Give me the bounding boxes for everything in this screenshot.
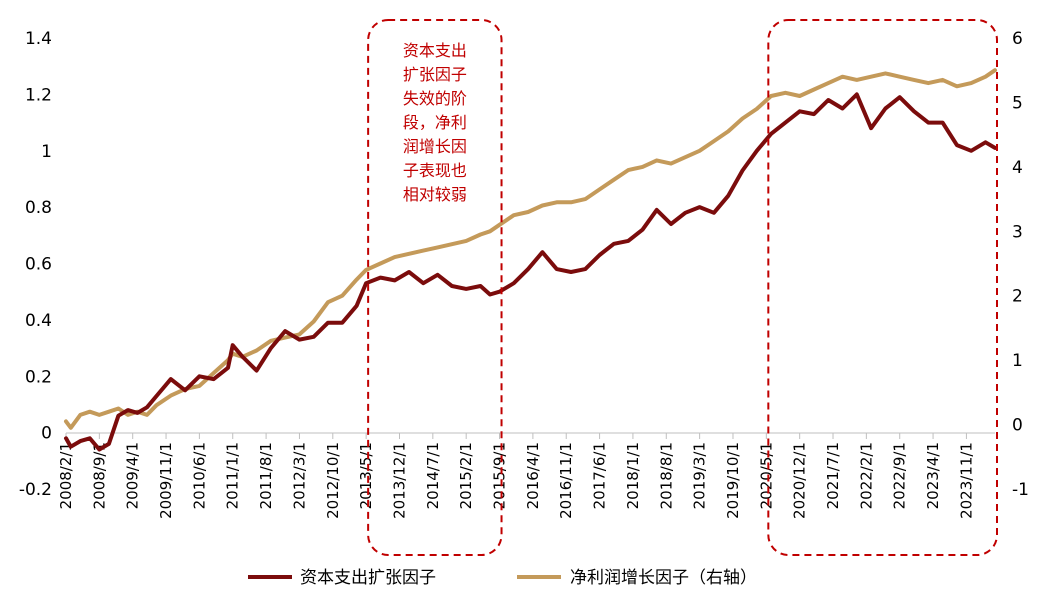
left-tick-label: 1.4: [25, 29, 52, 49]
annotation-text-line: 段，净利: [403, 113, 467, 132]
x-tick-label: 2012/10/1: [324, 442, 342, 519]
x-tick-label: 2009/11/1: [157, 442, 175, 519]
highlight-box-1: [367, 19, 503, 556]
left-tick-label: 0.4: [25, 311, 52, 331]
right-tick-label: 2: [1012, 287, 1023, 307]
x-tick-label: 2014/7/1: [424, 442, 442, 509]
annotation-text-line: 相对较弱: [403, 185, 467, 204]
series-layer: [64, 68, 997, 452]
x-tick-label: 2018/8/1: [657, 442, 675, 509]
x-tick-label: 2016/11/1: [557, 442, 575, 519]
right-tick-label: -1: [1012, 480, 1029, 500]
x-tick-label: 2012/3/1: [290, 442, 308, 509]
x-tick-label: 2010/6/1: [190, 442, 208, 509]
right-tick-label: 6: [1012, 29, 1023, 49]
right-tick-label: 4: [1012, 158, 1023, 178]
x-tick-label: 2019/10/1: [724, 442, 742, 519]
right-tick-label: 1: [1012, 351, 1023, 371]
x-tick-label: 2013/12/1: [390, 442, 408, 519]
series-line-net-profit-growth: [64, 68, 997, 430]
x-tick-label: 2008/2/1: [57, 442, 75, 509]
right-tick-label: 3: [1012, 222, 1023, 242]
x-tick-label: 2018/1/1: [624, 442, 642, 509]
x-tick-label: 2011/8/1: [257, 442, 275, 509]
x-tick-label: 2013/5/1: [357, 442, 375, 509]
annotation-text-line: 子表现也: [403, 161, 467, 180]
series-line-capex-expansion: [64, 92, 997, 452]
x-tick-label: 2015/9/1: [491, 442, 509, 509]
x-tick-label: 2022/2/1: [857, 442, 875, 509]
legend: 资本支出扩张因子 净利润增长因子（右轴）: [248, 568, 757, 588]
left-tick-label: -0.2: [19, 480, 52, 500]
x-tick-label: 2020/12/1: [791, 442, 809, 519]
legend-label: 净利润增长因子（右轴）: [570, 568, 757, 588]
x-tick-label: 2017/6/1: [591, 442, 609, 509]
x-tick-label: 2019/3/1: [691, 442, 709, 509]
right-axis: -1 0 1 2 3 4 5 6: [1012, 29, 1029, 500]
annotation-text-line: 润增长因: [403, 137, 467, 156]
annotation-text-line: 扩张因子: [403, 65, 467, 84]
left-tick-label: 0.8: [25, 198, 52, 218]
highlight-box-2: [767, 19, 998, 556]
x-tick-label: 2021/7/1: [824, 442, 842, 509]
legend-label: 资本支出扩张因子: [300, 568, 436, 588]
annotation-text-line: 失效的阶: [403, 89, 467, 108]
x-tick-label: 2015/2/1: [457, 442, 475, 509]
x-tick-label: 2023/11/1: [957, 442, 975, 519]
left-tick-label: 0.2: [25, 367, 52, 387]
x-tick-label: 2011/1/1: [224, 442, 242, 509]
left-tick-label: 0: [41, 424, 52, 444]
left-tick-label: 1: [41, 142, 52, 162]
annotation-text-line: 资本支出: [403, 41, 467, 60]
x-tick-label: 2008/9/1: [90, 442, 108, 509]
left-tick-label: 1.2: [25, 85, 52, 105]
left-axis: -0.2 0 0.2 0.4 0.6 0.8 1 1.2 1.4: [19, 29, 52, 500]
x-axis: 2008/2/1 2008/9/1 2009/4/1 2009/11/1 2010/6/…: [57, 432, 995, 519]
x-tick-label: 2022/9/1: [891, 442, 909, 509]
right-tick-label: 5: [1012, 93, 1023, 113]
x-tick-label: 2016/4/1: [524, 442, 542, 509]
x-tick-label: 2023/4/1: [924, 442, 942, 509]
x-tick-label: 2020/5/1: [757, 442, 775, 509]
right-tick-label: 0: [1012, 416, 1023, 436]
left-tick-label: 0.6: [25, 255, 52, 275]
x-tick-label: 2009/4/1: [124, 442, 142, 509]
